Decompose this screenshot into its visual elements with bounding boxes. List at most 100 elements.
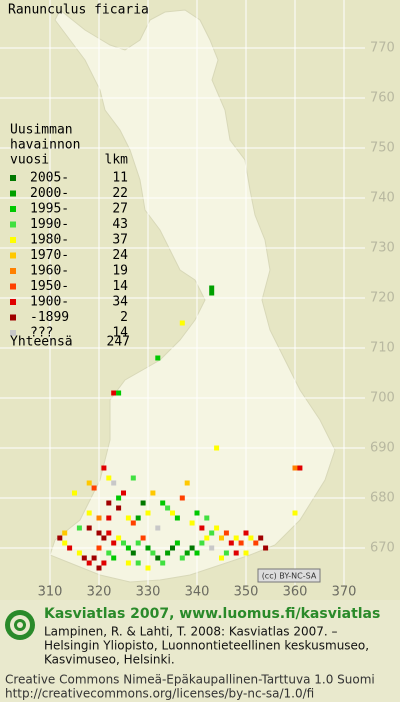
- observation: [86, 560, 92, 566]
- observation: [209, 530, 215, 536]
- observation: [121, 490, 126, 496]
- legend-label: 2000-: [30, 186, 69, 201]
- observation: [96, 530, 102, 536]
- legend-label: 1980-: [30, 233, 69, 248]
- observation: [179, 320, 185, 326]
- x-tick-label: 340: [185, 585, 210, 600]
- observation: [214, 525, 220, 531]
- observation: [106, 515, 112, 521]
- observation: [233, 535, 239, 541]
- y-tick-label: 670: [370, 541, 395, 556]
- observation: [223, 530, 229, 536]
- observation: [170, 510, 175, 516]
- observation: [165, 505, 171, 511]
- observation: [155, 555, 161, 561]
- observation: [199, 540, 205, 546]
- legend-swatch: [10, 252, 16, 259]
- observation: [116, 505, 122, 511]
- legend-label: 1900-: [30, 295, 69, 310]
- legend-count: 22: [112, 186, 128, 201]
- legend-count: 34: [112, 295, 128, 310]
- y-tick-label: 730: [370, 241, 395, 256]
- legend-count: 2: [120, 310, 128, 325]
- observation: [165, 550, 171, 556]
- observation: [86, 525, 92, 531]
- license-badge: (cc) BY-NC-SA: [262, 572, 317, 581]
- legend-count: 14: [112, 279, 128, 294]
- observation: [96, 515, 102, 521]
- observation: [145, 510, 151, 516]
- land: [49, 9, 336, 583]
- observation: [233, 550, 239, 556]
- observation: [121, 540, 126, 546]
- observation: [184, 550, 190, 556]
- observation: [72, 490, 77, 496]
- legend-count-header: lkm: [105, 153, 129, 168]
- legend-swatch: [10, 190, 16, 197]
- observation: [248, 535, 254, 541]
- observation: [106, 500, 112, 506]
- citation-line: Lampinen, R. & Lahti, T. 2008: Kasviatla…: [44, 625, 338, 639]
- observation: [86, 480, 92, 486]
- x-tick-label: 360: [283, 585, 308, 600]
- observation: [62, 540, 68, 546]
- observation: [116, 495, 122, 501]
- observation: [189, 545, 195, 551]
- y-tick-label: 710: [370, 341, 395, 356]
- legend-title: havainnon: [10, 138, 80, 153]
- legend-swatch: [10, 268, 16, 274]
- observation: [179, 555, 185, 561]
- legend-swatch: [10, 330, 16, 336]
- legend-swatch: [10, 299, 16, 305]
- observation: [209, 290, 215, 296]
- x-tick-label: 310: [38, 585, 63, 600]
- observation: [214, 445, 220, 451]
- legend-label: 1950-: [30, 279, 69, 294]
- observation: [101, 560, 107, 566]
- observation: [130, 475, 136, 481]
- observation: [219, 535, 224, 541]
- legend-swatch: [10, 283, 16, 290]
- observation: [96, 545, 102, 551]
- observation: [125, 545, 131, 551]
- observation: [91, 555, 97, 561]
- legend-count: 19: [112, 264, 128, 279]
- observation: [135, 560, 141, 566]
- observation: [150, 550, 156, 556]
- license-line: Creative Commons Nimeä-Epäkaupallinen-Ta…: [5, 673, 375, 687]
- observation: [130, 550, 136, 556]
- y-tick-label: 700: [370, 391, 395, 406]
- legend-total: 247: [107, 335, 130, 350]
- observation: [67, 545, 73, 551]
- species-title: Ranunculus ficaria: [8, 3, 149, 18]
- observation: [62, 530, 68, 536]
- observation: [81, 555, 87, 561]
- observation: [145, 565, 151, 571]
- observation: [170, 545, 175, 551]
- observation: [209, 545, 215, 551]
- observation: [125, 515, 131, 521]
- legend-count: 11: [112, 171, 128, 186]
- legend-swatch: [10, 175, 16, 181]
- legend-label: -1899: [30, 310, 69, 325]
- observation: [145, 545, 151, 551]
- observation: [204, 535, 210, 541]
- citation-line: Kasvimuseo, Helsinki.: [44, 653, 175, 667]
- observation: [297, 465, 303, 471]
- observation: [292, 510, 298, 516]
- observation: [116, 535, 122, 541]
- legend-swatch: [10, 314, 16, 321]
- observation: [135, 540, 141, 546]
- observation: [140, 535, 146, 541]
- license-line: http://creativecommons.org/licenses/by-n…: [5, 687, 314, 701]
- observation: [263, 545, 269, 551]
- footer-heading: Kasviatlas 2007, www.luomus.fi/kasviatla…: [44, 606, 380, 622]
- footer-background: [0, 600, 400, 702]
- y-tick-label: 690: [370, 441, 395, 456]
- observation: [150, 490, 156, 496]
- observation: [228, 540, 234, 546]
- legend-total-label: Yhteensä: [10, 335, 73, 350]
- legend-count: 27: [112, 202, 128, 217]
- observation: [111, 555, 117, 561]
